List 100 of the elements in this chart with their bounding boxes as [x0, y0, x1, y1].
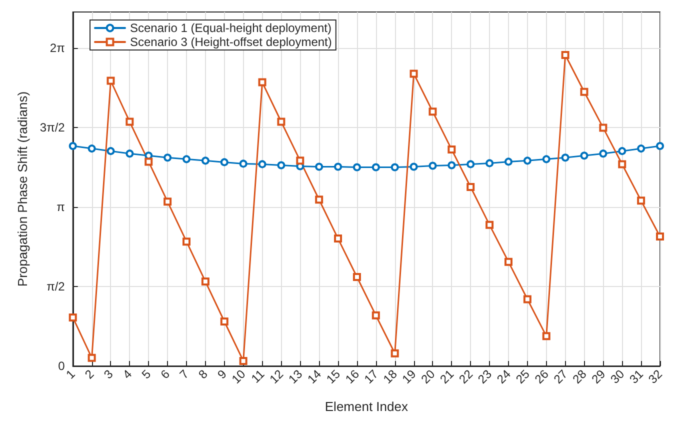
- x-tick-label: 11: [248, 366, 268, 386]
- x-tick-label: 15: [324, 366, 344, 386]
- point: [182, 155, 190, 164]
- point: [315, 162, 324, 171]
- point: [637, 196, 646, 205]
- point: [220, 158, 228, 166]
- point: [68, 313, 77, 322]
- point: [352, 272, 361, 281]
- point: [144, 158, 153, 166]
- point: [334, 234, 342, 243]
- y-tick-label: 2π: [50, 41, 65, 56]
- point: [106, 147, 115, 156]
- point: [504, 158, 512, 166]
- point: [106, 76, 115, 85]
- point: [296, 156, 304, 165]
- point: [618, 147, 626, 156]
- x-axis-title: Element Index: [324, 399, 408, 414]
- y-tick-label: 3π/2: [40, 120, 66, 135]
- point: [182, 238, 190, 246]
- point: [410, 70, 418, 78]
- x-tick-label: 19: [399, 366, 419, 386]
- legend-label: Scenario 1 (Equal-height deployment): [130, 21, 332, 35]
- point: [580, 152, 588, 160]
- point: [88, 354, 96, 362]
- point: [428, 108, 437, 116]
- y-axis-title: Propagation Phase Shift (radians): [15, 91, 30, 287]
- x-tick-label: 12: [266, 366, 286, 386]
- point: [126, 118, 134, 126]
- point: [542, 332, 550, 340]
- point: [201, 156, 210, 165]
- point: [561, 154, 570, 162]
- point: [656, 232, 664, 241]
- point: [580, 88, 588, 96]
- point: [390, 163, 399, 172]
- legend-label: Scenario 3 (Height-offset deployment): [130, 35, 332, 49]
- point: [466, 160, 475, 168]
- x-tick-label: 18: [380, 366, 400, 386]
- x-tick-label: 16: [342, 366, 362, 386]
- point: [410, 162, 418, 171]
- x-tick-label: 31: [626, 366, 646, 386]
- x-tick-label: 21: [437, 366, 457, 386]
- x-tick-label: 30: [608, 366, 628, 386]
- point: [466, 182, 475, 191]
- x-tick-label: 28: [570, 366, 590, 386]
- point: [239, 160, 248, 168]
- x-tick-label: 29: [588, 366, 608, 386]
- x-tick-label: 9: [214, 366, 230, 382]
- x-tick-label: 5: [138, 366, 154, 382]
- point: [599, 124, 608, 132]
- point: [126, 150, 134, 158]
- point: [352, 163, 361, 172]
- point: [258, 78, 266, 86]
- point: [561, 50, 570, 59]
- point: [618, 160, 626, 168]
- x-tick-label: 7: [176, 366, 192, 382]
- x-tick-label: 26: [532, 366, 552, 386]
- x-tick-label: 23: [475, 366, 495, 386]
- point: [315, 196, 324, 204]
- point: [164, 154, 172, 162]
- x-tick-label: 10: [228, 366, 248, 386]
- point: [523, 295, 532, 304]
- point: [656, 142, 664, 150]
- point: [68, 142, 77, 150]
- y-tick-label: π/2: [46, 280, 66, 294]
- point: [220, 317, 228, 326]
- x-tick-label: 8: [196, 366, 211, 382]
- y-tick-label: π: [56, 200, 65, 214]
- point: [164, 198, 172, 206]
- x-tick-label: 1: [63, 366, 78, 382]
- x-tick-label: 6: [158, 366, 173, 382]
- point: [372, 311, 380, 320]
- point: [448, 146, 456, 154]
- point: [448, 161, 456, 170]
- x-tick-label: 2: [82, 366, 97, 382]
- point: [390, 349, 399, 358]
- x-tick-label: 24: [494, 366, 514, 386]
- point: [486, 220, 494, 229]
- point: [239, 356, 248, 365]
- point: [88, 144, 96, 153]
- point: [258, 160, 266, 168]
- x-tick-label: 25: [513, 366, 533, 386]
- point: [486, 159, 494, 168]
- x-tick-label: 13: [286, 366, 306, 386]
- point: [523, 156, 532, 165]
- point: [599, 150, 608, 158]
- x-tick-label: 22: [456, 366, 476, 386]
- point: [542, 155, 550, 164]
- point: [504, 258, 512, 266]
- point: [372, 163, 380, 172]
- x-tick-label: 3: [101, 366, 116, 382]
- point: [277, 161, 286, 170]
- point: [277, 118, 286, 126]
- x-tick-label: 17: [362, 366, 382, 386]
- x-tick-label: 20: [418, 366, 438, 386]
- x-tick-label: 27: [550, 366, 570, 386]
- point: [334, 162, 342, 171]
- y-tick-label: 0: [58, 359, 66, 373]
- x-tick-label: 14: [304, 366, 324, 386]
- point: [637, 144, 646, 153]
- point: [201, 278, 210, 286]
